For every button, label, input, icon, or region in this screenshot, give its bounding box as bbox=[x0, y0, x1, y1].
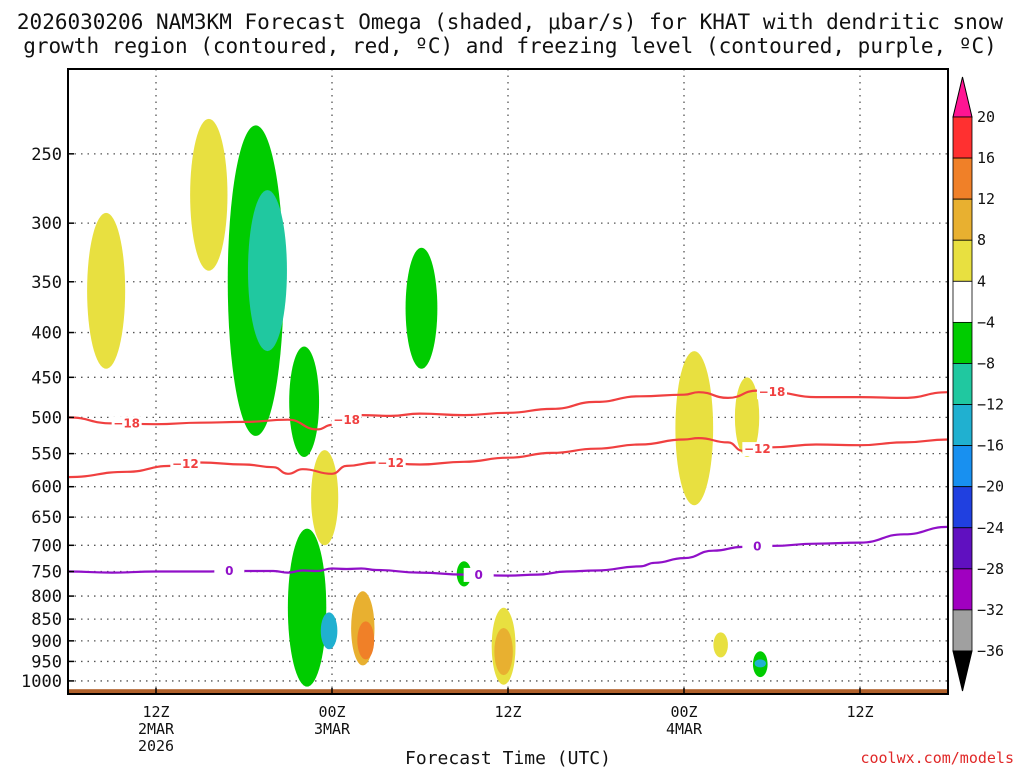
colorbar: 20 16 12 8 4 −4 −8 −12 −16 −20 −24 −28 −32 −36 bbox=[952, 76, 1004, 692]
colorbar-label: −36 bbox=[977, 642, 1004, 660]
colorbar-band bbox=[952, 321, 973, 364]
x-axis-label: Forecast Time (UTC) bbox=[405, 748, 611, 768]
colorbar-band bbox=[952, 198, 973, 241]
omega-shade-region bbox=[357, 621, 375, 660]
plot-area: −18 −18 −18 −12 −12 −12 0 0 0 250 300 350 400 450 500… bbox=[21, 68, 949, 755]
contour-label-background bbox=[375, 456, 406, 471]
contour-label: −18 bbox=[113, 417, 140, 431]
colorbar-band bbox=[952, 363, 973, 405]
colorbar-band bbox=[952, 239, 973, 282]
y-tick-label: 450 bbox=[31, 368, 62, 388]
omega-shade-region bbox=[675, 351, 714, 506]
omega-shade-region bbox=[734, 377, 760, 458]
y-tick-label: 800 bbox=[31, 587, 62, 607]
omega-shade-region bbox=[713, 632, 728, 658]
x-tick-label: 12Z bbox=[142, 703, 169, 721]
contour-label-background bbox=[742, 539, 773, 554]
x-tick-label: 00Z bbox=[670, 703, 697, 721]
colorbar-label: −8 bbox=[977, 354, 995, 372]
colorbar-band bbox=[952, 568, 973, 611]
omega-shade-region bbox=[405, 247, 438, 369]
y-tick-label: 400 bbox=[31, 324, 62, 344]
y-tick-label: 500 bbox=[31, 408, 62, 428]
colorbar-label: −16 bbox=[977, 437, 1004, 455]
contour-label: −12 bbox=[377, 456, 404, 470]
contour-label-background bbox=[214, 564, 245, 579]
contour-label: −18 bbox=[333, 413, 360, 427]
colorbar-band bbox=[952, 157, 973, 200]
x-tick-label: 2MAR bbox=[138, 720, 175, 738]
omega-shade-region bbox=[754, 659, 766, 668]
y-tick-label: 350 bbox=[31, 273, 62, 293]
contour-label-background bbox=[463, 567, 494, 582]
colorbar-band bbox=[952, 116, 973, 159]
contour-label-background bbox=[757, 385, 787, 400]
x-tick-label: 12Z bbox=[846, 703, 873, 721]
y-tick-label: 650 bbox=[31, 508, 62, 528]
omega-shade-region bbox=[494, 627, 513, 676]
omega-shade-region bbox=[190, 118, 228, 271]
colorbar-label: 16 bbox=[977, 149, 995, 167]
colorbar-label: 8 bbox=[977, 231, 986, 249]
omega-shade-region bbox=[320, 612, 338, 650]
colorbar-top-arrow bbox=[952, 76, 973, 118]
colorbar-label: −20 bbox=[977, 478, 1004, 496]
contour-label: −18 bbox=[759, 385, 786, 399]
contour-label-background bbox=[170, 457, 201, 472]
y-tick-label: 1000 bbox=[21, 672, 62, 692]
colorbar-label: 4 bbox=[977, 272, 986, 290]
colorbar-label: −28 bbox=[977, 560, 1004, 578]
contour-label-background bbox=[742, 442, 773, 457]
y-tick-label: 700 bbox=[31, 536, 62, 556]
contour-label: −12 bbox=[744, 442, 771, 456]
colorbar-bottom-arrow bbox=[952, 650, 973, 692]
contour-label: 0 bbox=[753, 539, 761, 553]
y-tick-label: 250 bbox=[31, 145, 62, 165]
colorbar-band bbox=[952, 486, 973, 529]
colorbar-label: −24 bbox=[977, 519, 1004, 537]
chart-title-line-1: 2026030206 NAM3KM Forecast Omega (shaded… bbox=[17, 10, 1004, 34]
colorbar-band bbox=[952, 445, 973, 488]
omega-shade-region bbox=[311, 450, 339, 546]
contour-label: 0 bbox=[225, 564, 233, 578]
colorbar-band bbox=[952, 280, 973, 323]
omega-shade-region bbox=[287, 528, 327, 687]
colorbar-label: −4 bbox=[977, 313, 995, 331]
contour-label-background bbox=[331, 413, 362, 428]
x-tick-label: 4MAR bbox=[666, 720, 703, 738]
omega-shade-region bbox=[289, 346, 320, 458]
colorbar-band bbox=[952, 527, 973, 570]
contour-label-background bbox=[111, 416, 142, 431]
contour-label: 0 bbox=[474, 568, 482, 582]
y-tick-label: 900 bbox=[31, 632, 62, 652]
colorbar-label: 20 bbox=[977, 108, 995, 126]
contour-label: −12 bbox=[172, 457, 199, 471]
x-tick-label: 12Z bbox=[494, 703, 521, 721]
omega-shading bbox=[87, 118, 768, 687]
y-tick-label: 600 bbox=[31, 478, 62, 498]
colorbar-label: −12 bbox=[977, 396, 1004, 414]
y-tick-label: 300 bbox=[31, 214, 62, 234]
y-axis-ticks: 2503003504004505005506006507007508008509… bbox=[21, 145, 74, 692]
chart-title-line-2: growth region (contoured, red, ºC) and f… bbox=[23, 34, 997, 58]
colorbar-band bbox=[952, 609, 973, 652]
temperature-contours: −18 −18 −18 −12 −12 −12 0 0 0 bbox=[67, 385, 949, 582]
y-tick-label: 950 bbox=[31, 652, 62, 672]
colorbar-label: −32 bbox=[977, 601, 1004, 619]
x-tick-label: 3MAR bbox=[314, 720, 351, 738]
omega-shade-region bbox=[87, 212, 126, 369]
y-tick-label: 850 bbox=[31, 610, 62, 630]
colorbar-band bbox=[952, 404, 973, 447]
x-tick-label: 2026 bbox=[138, 737, 174, 755]
colorbar-label: 12 bbox=[977, 190, 995, 208]
x-tick-label: 00Z bbox=[318, 703, 345, 721]
omega-shade-region bbox=[247, 190, 287, 352]
y-tick-label: 550 bbox=[31, 445, 62, 465]
credit-text: coolwx.com/models bbox=[860, 749, 1014, 767]
y-tick-label: 750 bbox=[31, 563, 62, 583]
